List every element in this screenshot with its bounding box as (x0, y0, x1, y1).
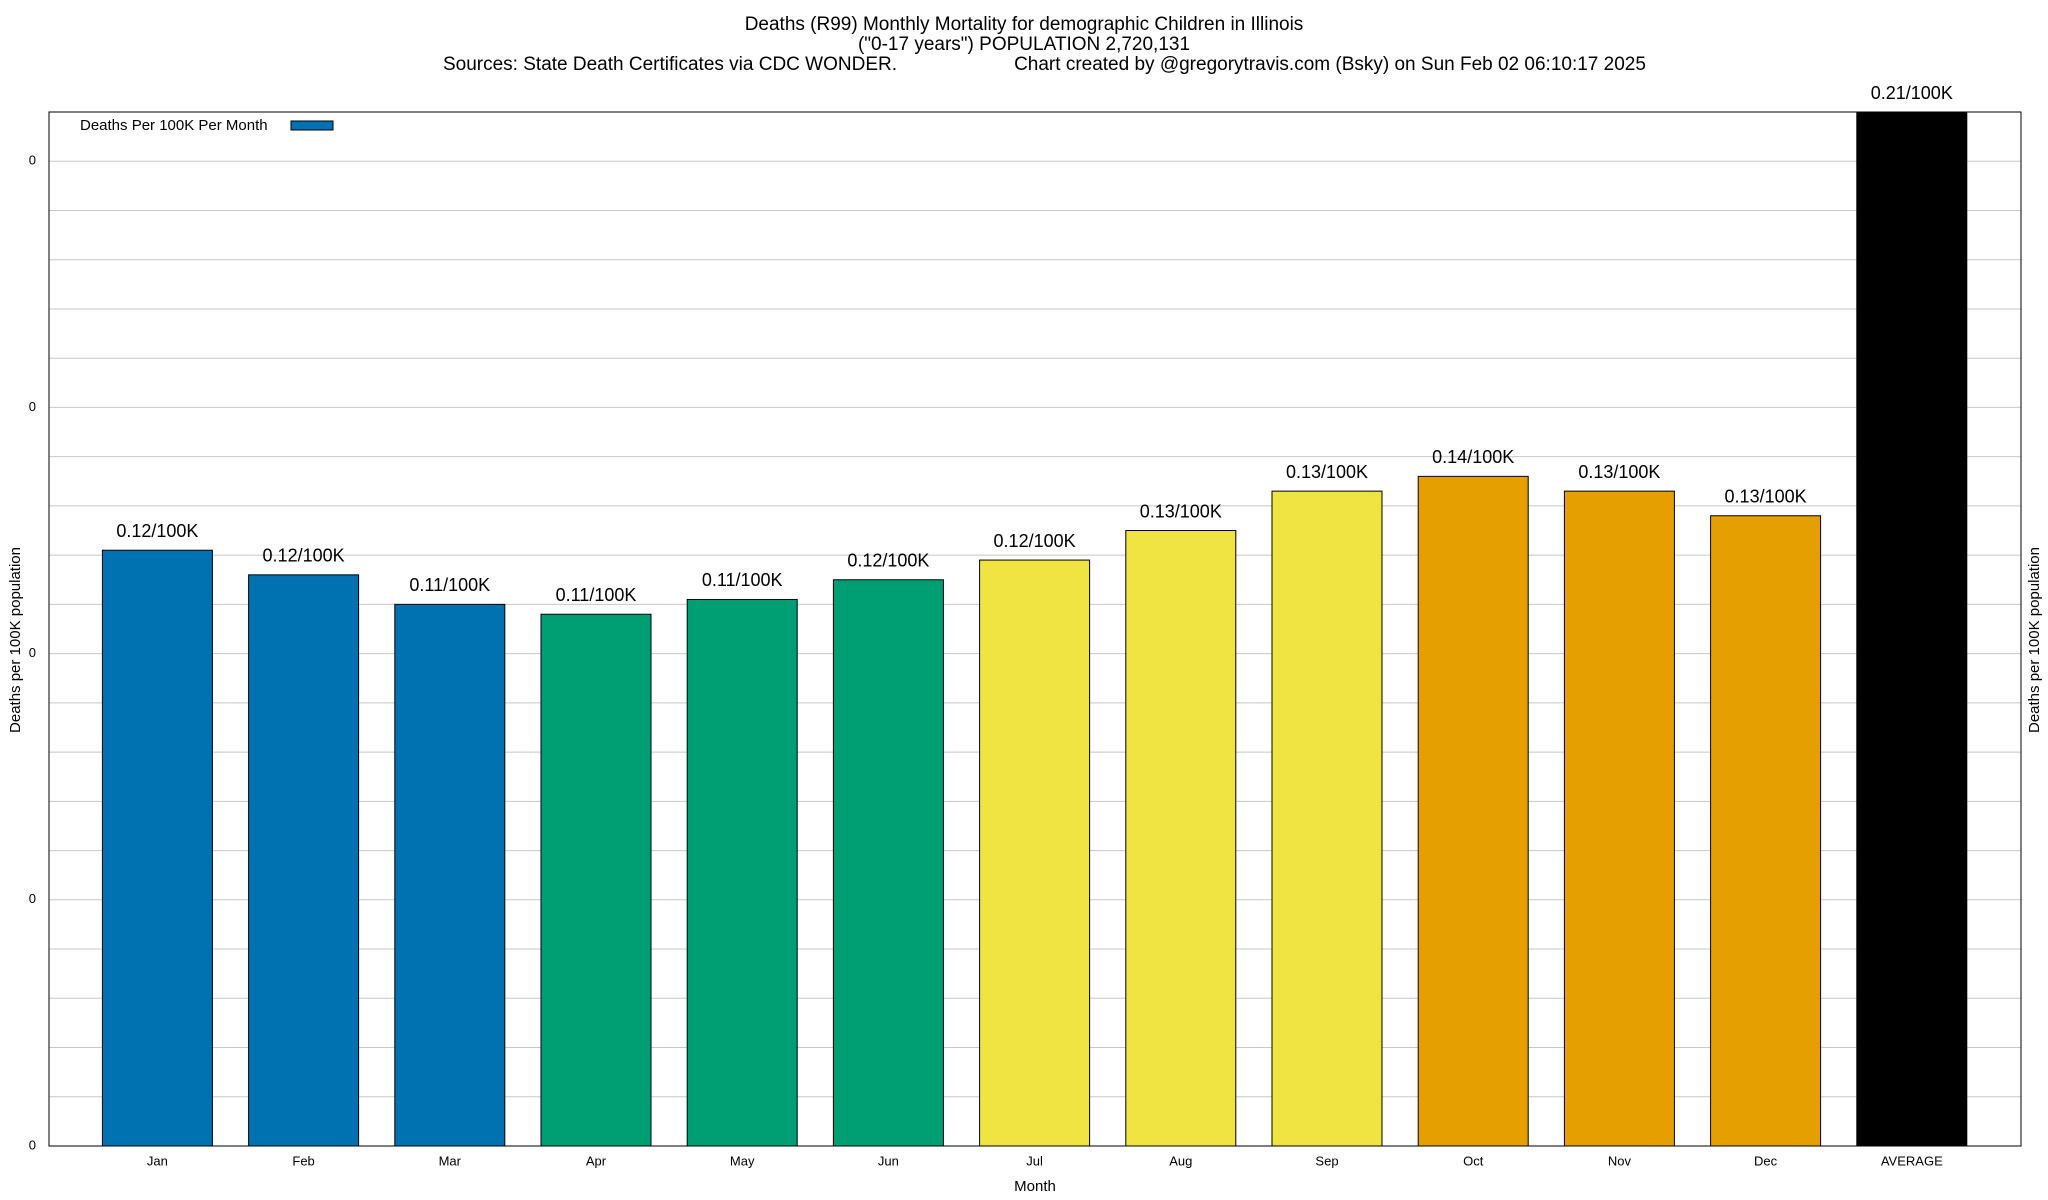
y-axis-label: Deaths per 100K population (7, 547, 24, 733)
value-label: 0.13/100K (1578, 462, 1660, 482)
value-label: 0.12/100K (994, 531, 1076, 551)
x-tick-label: Dec (1754, 1153, 1778, 1168)
x-tick-label: Nov (1608, 1153, 1632, 1168)
value-label: 0.21/100K (1871, 83, 1953, 103)
bar (832, 579, 944, 1147)
value-label: 0.11/100K (702, 570, 783, 590)
bar (248, 574, 360, 1147)
x-tick-label: Apr (586, 1153, 607, 1168)
chart-credit: Chart created by @gregorytravis.com (Bsk… (1014, 54, 1646, 75)
x-tick-label: Jun (878, 1153, 899, 1168)
bar (1710, 515, 1822, 1147)
chart-source: Sources: State Death Certificates via CD… (443, 54, 897, 75)
bar (1417, 475, 1529, 1147)
x-tick-label: Jul (1026, 1153, 1043, 1168)
bar (1563, 490, 1675, 1147)
bar (540, 613, 652, 1147)
bar (1271, 490, 1383, 1147)
x-tick-label: Aug (1169, 1153, 1192, 1168)
bar (686, 598, 798, 1147)
x-tick-label: May (730, 1153, 755, 1168)
value-label: 0.13/100K (1725, 487, 1807, 507)
value-label: 0.12/100K (116, 521, 198, 541)
x-tick-label: AVERAGE (1881, 1153, 1943, 1168)
value-label: 0.12/100K (263, 546, 345, 566)
y-tick-label: 0 (29, 891, 36, 906)
y-tick-label: 0 (29, 399, 36, 414)
bar (101, 549, 213, 1147)
chart-subtitle: ("0-17 years") POPULATION 2,720,131 (858, 34, 1190, 55)
y-tick-label: 0 (29, 1137, 36, 1152)
bar (979, 559, 1091, 1147)
value-label: 0.11/100K (556, 585, 637, 605)
value-label: 0.12/100K (847, 551, 929, 571)
value-label: 0.14/100K (1432, 447, 1514, 467)
y-tick-label: 0 (29, 153, 36, 168)
value-label: 0.11/100K (409, 575, 490, 595)
legend-label: Deaths Per 100K Per Month (80, 117, 268, 134)
x-tick-label: Feb (292, 1153, 314, 1168)
bar (394, 603, 506, 1147)
value-label: 0.13/100K (1286, 462, 1368, 482)
x-tick-label: Oct (1463, 1153, 1484, 1168)
x-tick-label: Jan (147, 1153, 168, 1168)
x-tick-label: Mar (439, 1153, 462, 1168)
bar (1856, 111, 1968, 1147)
x-tick-label: Sep (1315, 1153, 1338, 1168)
legend-swatch (290, 120, 334, 131)
x-axis-label: Month (1014, 1178, 1056, 1195)
y-tick-label: 0 (29, 645, 36, 660)
bar (1125, 530, 1237, 1147)
y2-axis-label: Deaths per 100K population (2026, 547, 2043, 733)
value-label: 0.13/100K (1140, 501, 1222, 521)
chart-title: Deaths (R99) Monthly Mortality for demog… (745, 14, 1304, 35)
